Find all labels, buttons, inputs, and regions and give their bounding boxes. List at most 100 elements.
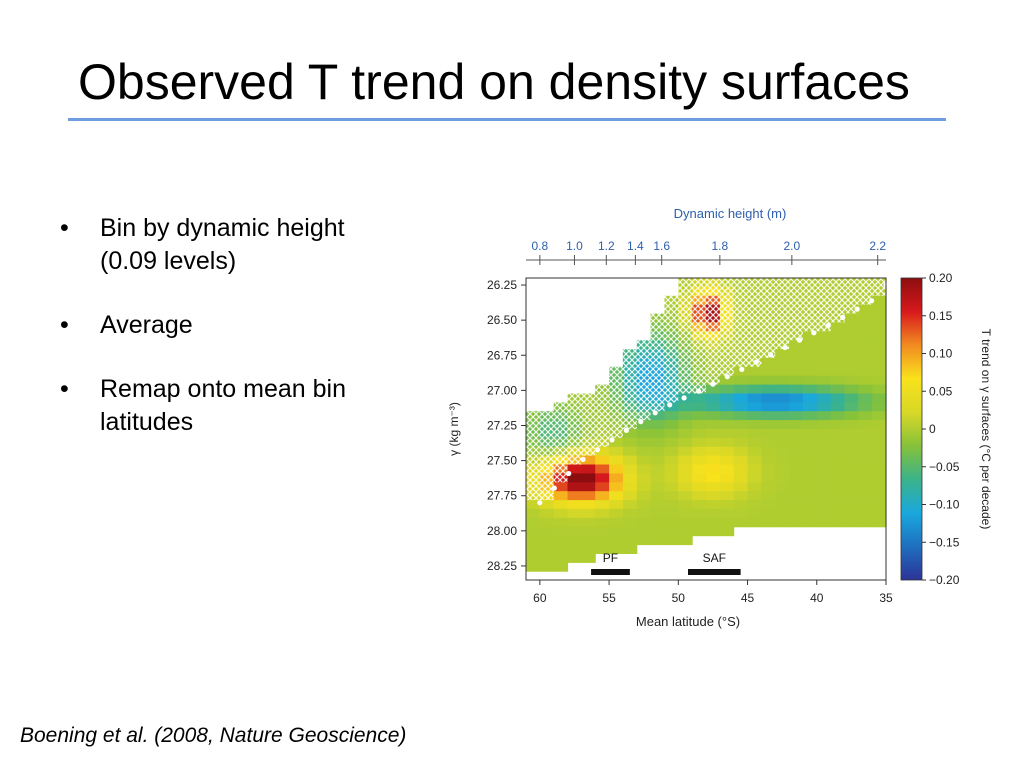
- mixed-layer-hatch: [775, 313, 790, 323]
- mixed-layer-boundary-dot: [566, 470, 572, 477]
- heatmap-cell: [609, 508, 624, 519]
- mixed-layer-hatch: [636, 340, 652, 350]
- mixed-layer-hatch: [789, 286, 804, 297]
- heatmap-cell: [761, 420, 776, 430]
- mixed-layer-hatch: [581, 393, 596, 403]
- heatmap-cell: [706, 411, 721, 421]
- heatmap-cell: [816, 429, 832, 439]
- heatmap-cell: [595, 482, 610, 492]
- heatmap-cell: [802, 384, 818, 395]
- mixed-layer-hatch: [581, 429, 596, 439]
- mixed-layer-hatch: [567, 446, 582, 457]
- heatmap-cell: [609, 500, 624, 510]
- heatmap-cell: [539, 526, 555, 537]
- front-bar-pf: [591, 569, 630, 575]
- top-axis-tick-label: 1.8: [712, 239, 729, 253]
- heatmap-cell: [830, 384, 845, 395]
- mixed-layer-hatch: [609, 384, 624, 395]
- mixed-layer-hatch: [844, 295, 859, 306]
- heatmap-cell: [858, 402, 873, 412]
- heatmap-cell: [830, 437, 845, 448]
- heatmap-cell: [830, 331, 845, 341]
- heatmap-cell: [678, 473, 693, 483]
- heatmap-cell: [567, 553, 582, 563]
- heatmap-cell: [553, 535, 569, 546]
- heatmap-cell: [747, 473, 762, 483]
- heatmap-cell: [858, 331, 873, 341]
- mixed-layer-hatch: [802, 295, 818, 306]
- mixed-layer-hatch: [622, 375, 638, 386]
- heatmap-cell: [872, 482, 887, 492]
- heatmap-cell: [678, 482, 693, 492]
- mixed-layer-boundary-dot: [768, 352, 774, 358]
- heatmap-cell: [539, 553, 555, 563]
- mixed-layer-hatch: [650, 393, 665, 403]
- mixed-layer-hatch: [719, 295, 735, 306]
- heatmap-cell: [830, 420, 845, 430]
- mixed-layer-hatch: [609, 375, 624, 386]
- heatmap-cell: [747, 500, 762, 510]
- mixed-layer-hatch: [539, 464, 555, 474]
- heatmap-cell: [747, 437, 762, 448]
- heatmap-cell: [539, 517, 555, 528]
- mixed-layer-hatch: [678, 366, 693, 377]
- mixed-layer-boundary-dot: [580, 456, 586, 462]
- heatmap-cell: [830, 349, 845, 359]
- heatmap-cell: [650, 429, 665, 439]
- heatmap-cell: [789, 508, 804, 519]
- heatmap-cell: [844, 349, 859, 359]
- mixed-layer-hatch: [830, 295, 845, 306]
- mixed-layer-boundary-dot: [840, 314, 846, 320]
- heatmap-cell: [816, 402, 832, 412]
- heatmap-cell: [692, 420, 707, 430]
- heatmap-cell: [636, 500, 652, 510]
- heatmap-cell: [719, 375, 735, 386]
- heatmap-cell: [789, 464, 804, 474]
- heatmap-cell: [844, 384, 859, 395]
- mixed-layer-hatch: [567, 393, 582, 403]
- heatmap-cell: [761, 375, 776, 386]
- mixed-layer-hatch: [526, 482, 541, 492]
- heatmap-cell: [733, 446, 749, 457]
- heatmap-cell: [595, 455, 610, 466]
- mixed-layer-hatch: [733, 340, 749, 350]
- y-tick-label: 26.25: [487, 278, 517, 292]
- heatmap-cell: [553, 500, 569, 510]
- heatmap-cell: [775, 384, 790, 395]
- heatmap-cell: [747, 455, 762, 466]
- heatmap-cell: [830, 482, 845, 492]
- mixed-layer-hatch: [733, 304, 749, 315]
- title-underline: [68, 118, 946, 121]
- heatmap-cell: [830, 411, 845, 421]
- mixed-layer-boundary-dot: [623, 427, 629, 433]
- trend-heatmap-chart: 26.25 26.50 26.75 27.00 27.25 27.50 27.75 28.00…: [447, 206, 993, 629]
- heatmap-cell: [816, 366, 832, 377]
- mixed-layer-hatch: [678, 340, 693, 350]
- heatmap-cell: [844, 313, 859, 323]
- mixed-layer-hatch: [844, 286, 859, 297]
- heatmap-cell: [706, 464, 721, 474]
- heatmap-cell: [858, 375, 873, 386]
- heatmap-cell: [858, 349, 873, 359]
- heatmap-cell: [858, 508, 873, 519]
- heatmap-cell: [526, 500, 541, 510]
- mixed-layer-hatch: [719, 278, 735, 288]
- mixed-layer-hatch: [733, 278, 749, 288]
- heatmap-cell: [636, 517, 652, 528]
- heatmap-cell: [802, 446, 818, 457]
- heatmap-cell: [733, 491, 749, 501]
- heatmap-cell: [761, 437, 776, 448]
- mixed-layer-hatch: [706, 286, 721, 297]
- heatmap-cell: [706, 508, 721, 519]
- mixed-layer-hatch: [692, 286, 707, 297]
- bullet-list: • Bin by dynamic height (0.09 levels) • Av…: [60, 212, 390, 470]
- top-axis-tick-label: 2.0: [784, 239, 801, 253]
- heatmap-cell: [595, 517, 610, 528]
- colorbar-tick-label: −0.05: [929, 460, 960, 474]
- heatmap-cell: [789, 420, 804, 430]
- mixed-layer-hatch: [830, 304, 845, 315]
- heatmap-cell: [733, 482, 749, 492]
- heatmap-cell: [761, 464, 776, 474]
- heatmap-cell: [706, 473, 721, 483]
- heatmap-cell: [567, 491, 582, 501]
